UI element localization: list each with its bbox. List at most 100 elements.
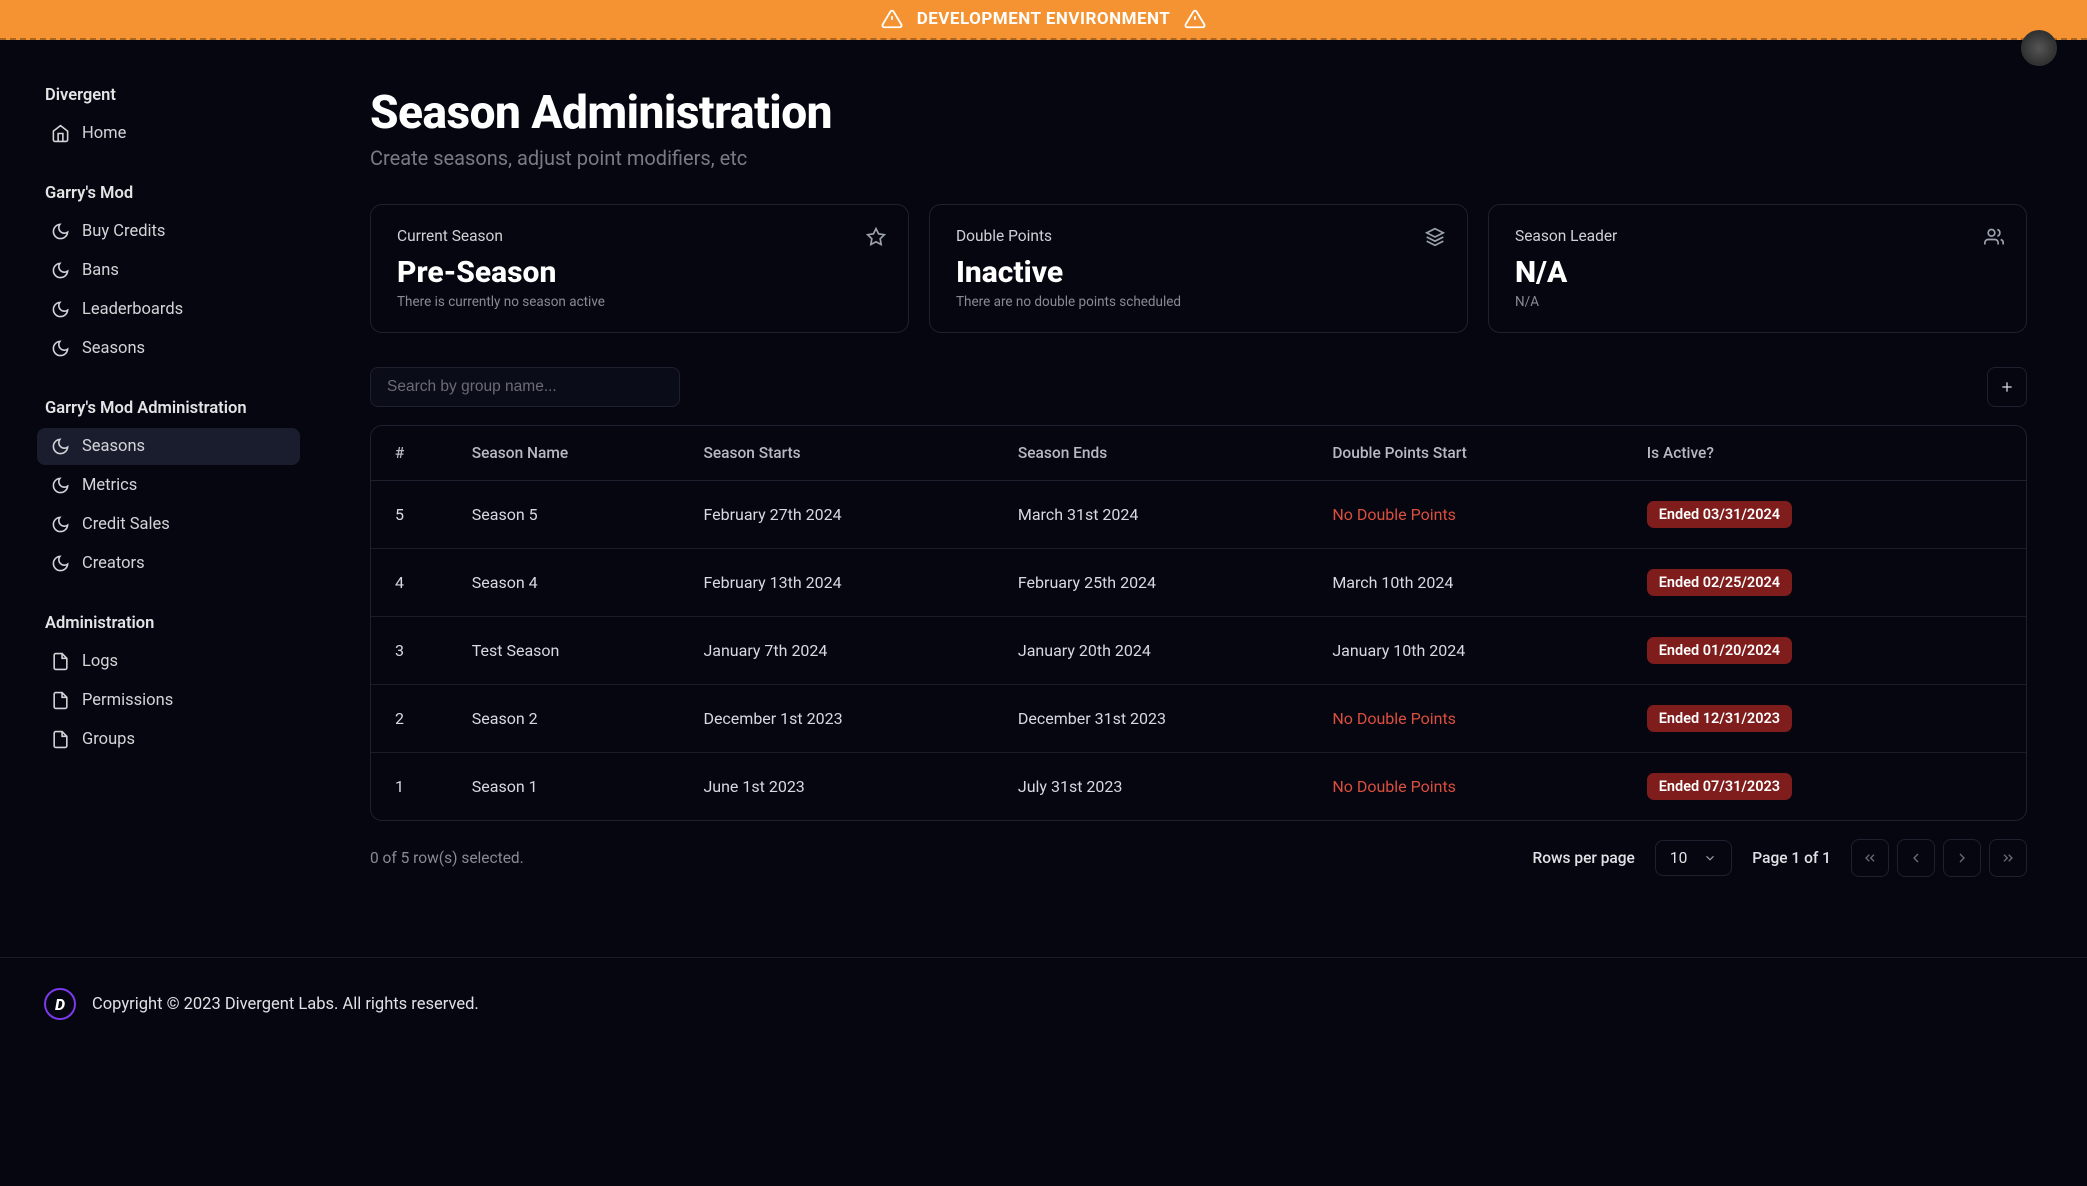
- cell-status: Ended 01/20/2024: [1629, 617, 2026, 685]
- status-badge: Ended 01/20/2024: [1647, 637, 1792, 664]
- topbar: [0, 40, 2087, 56]
- copyright-text: Copyright © 2023 Divergent Labs. All rig…: [92, 995, 479, 1014]
- cell-name: Season 2: [454, 685, 686, 753]
- sidebar-group-title: Garry's Mod: [45, 184, 292, 203]
- cell-starts: June 1st 2023: [685, 753, 999, 821]
- sidebar-item-permissions[interactable]: Permissions: [37, 682, 300, 719]
- cell-num: 1: [371, 753, 454, 821]
- sidebar-item-label: Bans: [82, 261, 119, 280]
- layers-icon: [1425, 227, 1445, 251]
- cell-starts: January 7th 2024: [685, 617, 999, 685]
- selection-count: 0 of 5 row(s) selected.: [370, 849, 524, 867]
- sidebar-item-label: Buy Credits: [82, 222, 165, 241]
- main-content: Season Administration Create seasons, ad…: [310, 56, 2087, 877]
- summary-card: Current Season Pre-Season There is curre…: [370, 204, 909, 333]
- sidebar-item-label: Creators: [82, 554, 145, 573]
- table-row[interactable]: 2 Season 2 December 1st 2023 December 31…: [371, 685, 2026, 753]
- cell-name: Season 1: [454, 753, 686, 821]
- table-row[interactable]: 4 Season 4 February 13th 2024 February 2…: [371, 549, 2026, 617]
- cell-ends: February 25th 2024: [1000, 549, 1314, 617]
- moon-icon: [51, 261, 70, 280]
- sidebar-item-seasons[interactable]: Seasons: [37, 428, 300, 465]
- table-row[interactable]: 1 Season 1 June 1st 2023 July 31st 2023 …: [371, 753, 2026, 821]
- sidebar-item-label: Leaderboards: [82, 300, 183, 319]
- cell-ends: December 31st 2023: [1000, 685, 1314, 753]
- rows-per-page-select[interactable]: 10: [1655, 840, 1732, 876]
- summary-card: Double Points Inactive There are no doub…: [929, 204, 1468, 333]
- sidebar-item-bans[interactable]: Bans: [37, 252, 300, 289]
- cell-starts: February 13th 2024: [685, 549, 999, 617]
- warning-icon: [881, 8, 903, 30]
- moon-icon: [51, 339, 70, 358]
- cell-ends: March 31st 2024: [1000, 481, 1314, 549]
- status-badge: Ended 03/31/2024: [1647, 501, 1792, 528]
- sidebar-item-home[interactable]: Home: [37, 115, 300, 152]
- file-icon: [51, 691, 70, 710]
- page-subtitle: Create seasons, adjust point modifiers, …: [370, 146, 2027, 170]
- seasons-table: #Season NameSeason StartsSeason EndsDoub…: [370, 425, 2027, 821]
- search-input[interactable]: [370, 367, 680, 407]
- file-icon: [51, 652, 70, 671]
- cell-status: Ended 12/31/2023: [1629, 685, 2026, 753]
- cell-starts: December 1st 2023: [685, 685, 999, 753]
- column-header: #: [371, 426, 454, 481]
- cell-name: Season 5: [454, 481, 686, 549]
- status-badge: Ended 12/31/2023: [1647, 705, 1792, 732]
- cell-double: No Double Points: [1314, 753, 1628, 821]
- card-label: Double Points: [956, 227, 1441, 245]
- cell-double: No Double Points: [1314, 481, 1628, 549]
- cell-double: No Double Points: [1314, 685, 1628, 753]
- summary-card: Season Leader N/A N/A: [1488, 204, 2027, 333]
- dev-environment-banner: DEVELOPMENT ENVIRONMENT: [0, 0, 2087, 40]
- sidebar-group-title: Garry's Mod Administration: [45, 399, 292, 418]
- card-subtext: N/A: [1515, 294, 2000, 310]
- moon-icon: [51, 554, 70, 573]
- sidebar-item-label: Logs: [82, 652, 118, 671]
- add-button[interactable]: [1987, 367, 2027, 407]
- status-badge: Ended 02/25/2024: [1647, 569, 1792, 596]
- sidebar-item-groups[interactable]: Groups: [37, 721, 300, 758]
- last-page-button[interactable]: [1989, 839, 2027, 877]
- sidebar-item-creators[interactable]: Creators: [37, 545, 300, 582]
- prev-page-button[interactable]: [1897, 839, 1935, 877]
- sidebar-item-credit-sales[interactable]: Credit Sales: [37, 506, 300, 543]
- next-page-button[interactable]: [1943, 839, 1981, 877]
- banner-text: DEVELOPMENT ENVIRONMENT: [917, 9, 1171, 29]
- cell-num: 5: [371, 481, 454, 549]
- summary-cards: Current Season Pre-Season There is curre…: [370, 204, 2027, 333]
- cell-num: 4: [371, 549, 454, 617]
- cell-double: January 10th 2024: [1314, 617, 1628, 685]
- table-row[interactable]: 3 Test Season January 7th 2024 January 2…: [371, 617, 2026, 685]
- card-label: Current Season: [397, 227, 882, 245]
- sidebar-item-buy-credits[interactable]: Buy Credits: [37, 213, 300, 250]
- card-value: Pre-Season: [397, 255, 882, 290]
- users-icon: [1984, 227, 2004, 251]
- column-header: Is Active?: [1629, 426, 2026, 481]
- star-icon: [866, 227, 886, 251]
- sidebar-item-label: Home: [82, 124, 126, 143]
- sidebar-item-metrics[interactable]: Metrics: [37, 467, 300, 504]
- table-row[interactable]: 5 Season 5 February 27th 2024 March 31st…: [371, 481, 2026, 549]
- sidebar: DivergentHomeGarry's ModBuy CreditsBansL…: [0, 56, 310, 877]
- sidebar-item-seasons[interactable]: Seasons: [37, 330, 300, 367]
- cell-name: Season 4: [454, 549, 686, 617]
- moon-icon: [51, 476, 70, 495]
- cell-num: 3: [371, 617, 454, 685]
- footer-logo: D: [44, 988, 76, 1020]
- sidebar-item-logs[interactable]: Logs: [37, 643, 300, 680]
- card-subtext: There is currently no season active: [397, 294, 882, 310]
- card-label: Season Leader: [1515, 227, 2000, 245]
- cell-ends: January 20th 2024: [1000, 617, 1314, 685]
- sidebar-item-leaderboards[interactable]: Leaderboards: [37, 291, 300, 328]
- plus-icon: [1999, 379, 2015, 395]
- cell-ends: July 31st 2023: [1000, 753, 1314, 821]
- page-title: Season Administration: [370, 86, 2027, 140]
- file-icon: [51, 730, 70, 749]
- sidebar-item-label: Metrics: [82, 476, 137, 495]
- sidebar-item-label: Seasons: [82, 437, 145, 456]
- first-page-button[interactable]: [1851, 839, 1889, 877]
- column-header: Double Points Start: [1314, 426, 1628, 481]
- pagination: 0 of 5 row(s) selected. Rows per page 10…: [370, 839, 2027, 877]
- cell-status: Ended 03/31/2024: [1629, 481, 2026, 549]
- cell-status: Ended 07/31/2023: [1629, 753, 2026, 821]
